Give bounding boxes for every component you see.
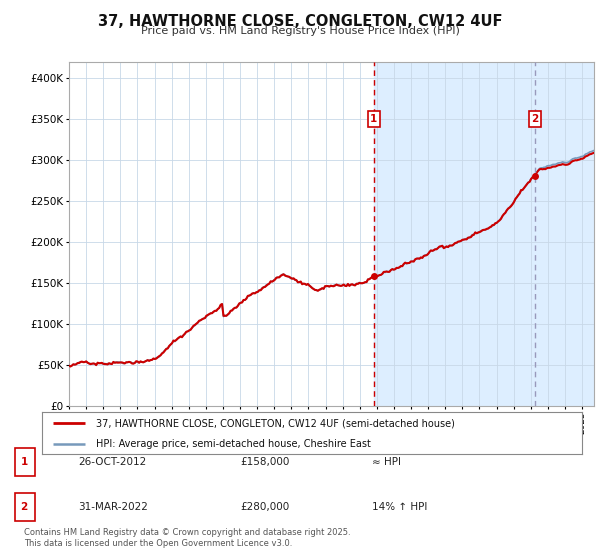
Text: 2: 2 [532, 114, 539, 124]
Text: £280,000: £280,000 [240, 502, 289, 512]
Text: 14% ↑ HPI: 14% ↑ HPI [372, 502, 427, 512]
Text: HPI: Average price, semi-detached house, Cheshire East: HPI: Average price, semi-detached house,… [96, 440, 371, 449]
Text: 26-OCT-2012: 26-OCT-2012 [78, 457, 146, 467]
Text: 2: 2 [20, 502, 28, 512]
Text: Price paid vs. HM Land Registry's House Price Index (HPI): Price paid vs. HM Land Registry's House … [140, 26, 460, 36]
Text: 37, HAWTHORNE CLOSE, CONGLETON, CW12 4UF: 37, HAWTHORNE CLOSE, CONGLETON, CW12 4UF [98, 14, 502, 29]
Text: Contains HM Land Registry data © Crown copyright and database right 2025.
This d: Contains HM Land Registry data © Crown c… [24, 528, 350, 548]
Bar [374, 62, 594, 406]
Text: £158,000: £158,000 [240, 457, 289, 467]
Text: 37, HAWTHORNE CLOSE, CONGLETON, CW12 4UF (semi-detached house): 37, HAWTHORNE CLOSE, CONGLETON, CW12 4UF… [96, 418, 455, 428]
Text: 1: 1 [20, 457, 28, 467]
Text: 1: 1 [370, 114, 377, 124]
Text: ≈ HPI: ≈ HPI [372, 457, 401, 467]
Text: 31-MAR-2022: 31-MAR-2022 [78, 502, 148, 512]
